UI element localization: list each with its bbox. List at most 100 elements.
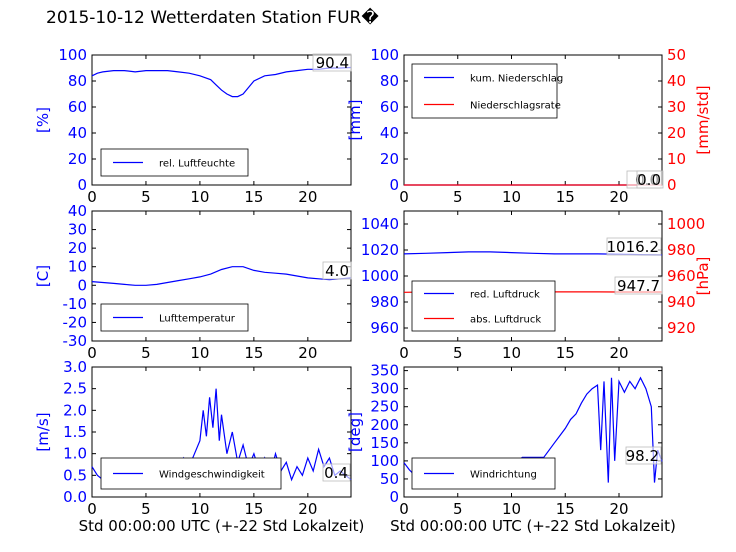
pressure-y2-tick-label: 980 xyxy=(667,241,696,259)
wind-speed-x-axis-label: Std 00:00:00 UTC (+-22 Std Lokalzeit) xyxy=(79,517,365,535)
wind-direction-y-tick-label: 200 xyxy=(370,416,399,434)
pressure-x-tick-label: 20 xyxy=(609,344,628,362)
humidity-x-tick-label: 10 xyxy=(190,188,209,206)
pressure-legend-label: abs. Luftdruck xyxy=(470,315,541,326)
humidity-y-tick-label: 60 xyxy=(68,98,87,116)
precipitation-y2-tick-label: 0 xyxy=(667,176,677,194)
pressure-y2-tick-label: 920 xyxy=(667,319,696,337)
precipitation-legend-label: kum. Niederschlag xyxy=(470,74,563,85)
temperature-y-tick-label: 30 xyxy=(68,221,87,239)
precipitation-x-tick-label: 20 xyxy=(609,188,628,206)
precipitation-y2-axis-label: [mm/std] xyxy=(694,85,712,154)
temperature-y-tick-label: 40 xyxy=(68,202,87,220)
precipitation-y-tick-label: 60 xyxy=(380,98,399,116)
wind-speed-y-tick-label: 2.5 xyxy=(63,380,87,398)
pressure-y2-tick-label: 1000 xyxy=(667,215,705,233)
wind-direction-y-tick-label: 0 xyxy=(389,488,399,506)
wind-direction-y-tick-label: 350 xyxy=(370,362,399,380)
precipitation-legend-label: Niederschlagsrate xyxy=(470,101,561,112)
temperature-x-tick-label: 15 xyxy=(244,344,263,362)
wind-direction-y-tick-label: 250 xyxy=(370,398,399,416)
humidity-x-tick-label: 0 xyxy=(87,188,97,206)
wind-speed-y-tick-label: 1.0 xyxy=(63,445,87,463)
temperature-y-tick-label: -30 xyxy=(63,332,88,350)
pressure-legend-box xyxy=(411,280,556,332)
temperature-last-value-box xyxy=(322,261,352,280)
precipitation-y2-tick-label: 10 xyxy=(667,150,686,168)
wind-speed-y-axis-label: [m/s] xyxy=(34,412,52,451)
pressure-last-value-box xyxy=(614,276,663,295)
temperature-legend-label: Lufttemperatur xyxy=(159,314,236,325)
temperature-y-tick-label: 10 xyxy=(68,258,87,276)
temperature-y-axis-label: [C] xyxy=(34,265,52,287)
wind-direction-y-axis-label: [deg] xyxy=(346,412,364,452)
temperature-series-0-line xyxy=(91,266,352,286)
pressure-y2-tick-label: 960 xyxy=(667,267,696,285)
temperature-x-tick-label: 10 xyxy=(190,344,209,362)
pressure-legend-label: red. Luftdruck xyxy=(470,290,540,301)
pressure-last-value-box xyxy=(606,237,662,256)
wind-speed-y-tick-label: 0.0 xyxy=(63,488,87,506)
precipitation-last-value-box xyxy=(636,170,664,189)
wind-speed-y-tick-label: 3.0 xyxy=(63,358,87,376)
pressure-y2-tick-label: 940 xyxy=(667,293,696,311)
pressure-y-tick-label: 1000 xyxy=(361,267,399,285)
pressure-y-tick-label: 980 xyxy=(370,293,399,311)
humidity-y-tick-label: 0 xyxy=(77,176,87,194)
pressure-last-value: 1016.2 xyxy=(607,238,660,256)
wind-speed-x-tick-label: 10 xyxy=(190,500,209,518)
precipitation-x-tick-label: 15 xyxy=(556,188,575,206)
precipitation-y2-tick-label: 20 xyxy=(667,124,686,142)
humidity-y-axis-label: [%] xyxy=(34,107,52,133)
wind-speed-last-value-box xyxy=(322,463,351,482)
wind-direction-y-tick-label: 300 xyxy=(370,380,399,398)
precipitation-legend-box xyxy=(411,63,558,119)
humidity-last-value-box xyxy=(312,53,352,72)
humidity-x-tick-label: 5 xyxy=(141,188,151,206)
wind-direction-y-tick-label: 50 xyxy=(380,470,399,488)
temperature-x-tick-label: 0 xyxy=(87,344,97,362)
wind-direction-last-value: 98.2 xyxy=(626,447,659,465)
precipitation-y-tick-label: 40 xyxy=(380,124,399,142)
humidity-y-tick-label: 40 xyxy=(68,124,87,142)
humidity-x-tick-label: 15 xyxy=(244,188,263,206)
temperature-x-tick-label: 20 xyxy=(298,344,317,362)
pressure-x-tick-label: 15 xyxy=(556,344,575,362)
precipitation-y-tick-label: 0 xyxy=(389,176,399,194)
wind-speed-last-value: 0.4 xyxy=(324,464,348,482)
pressure-y2-axis-label: [hPa] xyxy=(694,257,712,296)
temperature-last-value: 4.0 xyxy=(325,262,349,280)
humidity-plot-frame xyxy=(91,54,352,186)
precipitation-x-tick-label: 10 xyxy=(502,188,521,206)
wind-direction-plot-frame xyxy=(403,366,663,498)
humidity-y-tick-label: 20 xyxy=(68,150,87,168)
pressure-x-tick-label: 10 xyxy=(502,344,521,362)
wind-direction-last-value-box xyxy=(625,446,662,465)
precipitation-last-value: 0.0 xyxy=(637,171,661,189)
humidity-series-0-line xyxy=(91,66,352,98)
precipitation-y-tick-label: 80 xyxy=(380,72,399,90)
temperature-x-tick-label: 5 xyxy=(141,344,151,362)
wind-speed-x-tick-label: 15 xyxy=(244,500,263,518)
humidity-y-tick-label: 100 xyxy=(58,46,87,64)
wind-direction-x-tick-label: 5 xyxy=(453,500,463,518)
precipitation-y-tick-label: 20 xyxy=(380,150,399,168)
wind-speed-y-tick-label: 2.0 xyxy=(63,401,87,419)
precipitation-y-axis-label: [mm] xyxy=(346,100,364,141)
humidity-last-value: 90.4 xyxy=(316,54,349,72)
wind-speed-y-tick-label: 0.5 xyxy=(63,466,87,484)
humidity-x-tick-label: 20 xyxy=(298,188,317,206)
wind-speed-legend-box xyxy=(100,457,282,490)
pressure-x-tick-label: 0 xyxy=(399,344,409,362)
humidity-y-tick-label: 80 xyxy=(68,72,87,90)
precipitation-y2-tick-label: 50 xyxy=(667,46,686,64)
wind-direction-y-tick-label: 100 xyxy=(370,452,399,470)
precipitation-y2-tick-label: 40 xyxy=(667,72,686,90)
wind-speed-y-tick-label: 1.5 xyxy=(63,423,87,441)
temperature-y-tick-label: -10 xyxy=(63,295,88,313)
wind-direction-x-tick-label: 20 xyxy=(609,500,628,518)
precipitation-x-tick-label: 5 xyxy=(453,188,463,206)
temperature-y-tick-label: -20 xyxy=(63,313,88,331)
pressure-y-tick-label: 1020 xyxy=(361,241,399,259)
